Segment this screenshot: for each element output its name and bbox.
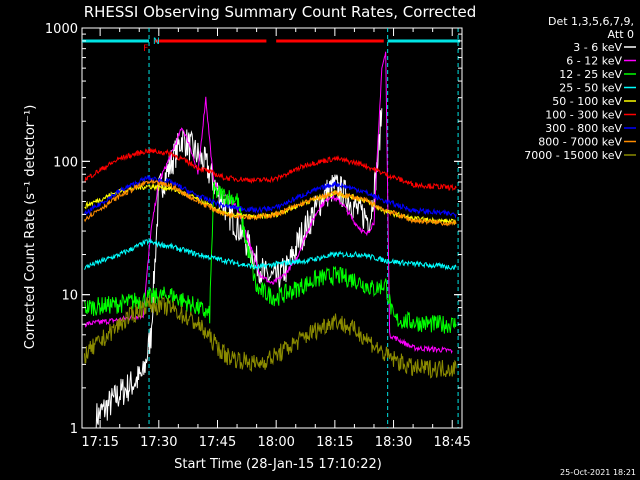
footer-date: 25-Oct-2021 18:21 [560, 468, 636, 477]
legend-label-5: 100 - 300 keV [545, 109, 622, 122]
legend-label-6: 300 - 800 keV [545, 122, 622, 135]
x-axis-ticks: 17:15 17:30 17:45 18:00 18:15 18:30 18:45 [81, 28, 471, 450]
legend-label-7: 800 - 7000 keV [538, 136, 622, 149]
series-line-6 [84, 174, 457, 219]
x-tick-label-2: 17:45 [199, 435, 236, 450]
y-tick-label-3: 1000 [45, 22, 78, 37]
series-line-0 [95, 108, 383, 429]
x-tick-label-5: 18:30 [375, 435, 412, 450]
series-line-8 [84, 295, 457, 379]
y-tick-label-1: 10 [61, 289, 78, 304]
plot-area: FN [81, 27, 463, 429]
y-axis-ticks: 1 10 100 1000 [45, 22, 462, 437]
flag-label-n: N [153, 37, 160, 47]
x-tick-label-3: 18:00 [257, 435, 294, 450]
y-tick-label-0: 1 [70, 422, 78, 437]
x-tick-label-6: 18:45 [433, 435, 470, 450]
legend-label-3: 25 - 50 keV [559, 82, 622, 95]
x-axis-label: Start Time (28-Jan-15 17:10:22) [174, 457, 382, 472]
legend-label-4: 50 - 100 keV [552, 95, 622, 108]
legend-label-1: 6 - 12 keV [566, 55, 622, 68]
legend-label-2: 12 - 25 keV [559, 68, 622, 81]
chart-title: RHESSI Observing Summary Count Rates, Co… [84, 3, 477, 21]
x-tick-label-1: 17:30 [140, 435, 177, 450]
legend-label-0: 3 - 6 keV [573, 41, 622, 54]
legend-header-attenuator: Att 0 [608, 28, 634, 41]
x-tick-label-0: 17:15 [81, 435, 118, 450]
x-tick-label-4: 18:15 [316, 435, 353, 450]
legend-label-8: 7000 - 15000 keV [524, 149, 622, 162]
flag-label-f: F [143, 44, 148, 54]
y-axis-label: Corrected Count Rate (s⁻¹ detector⁻¹) [23, 105, 38, 350]
series-line-5 [84, 147, 457, 192]
series-line-3 [84, 238, 457, 271]
y-tick-label-2: 100 [53, 155, 78, 170]
plot-frame [81, 27, 463, 429]
series-line-7 [84, 178, 457, 227]
legend-header-detectors: Det 1,3,5,6,7,9, [548, 15, 634, 28]
series-line-1 [84, 51, 453, 355]
